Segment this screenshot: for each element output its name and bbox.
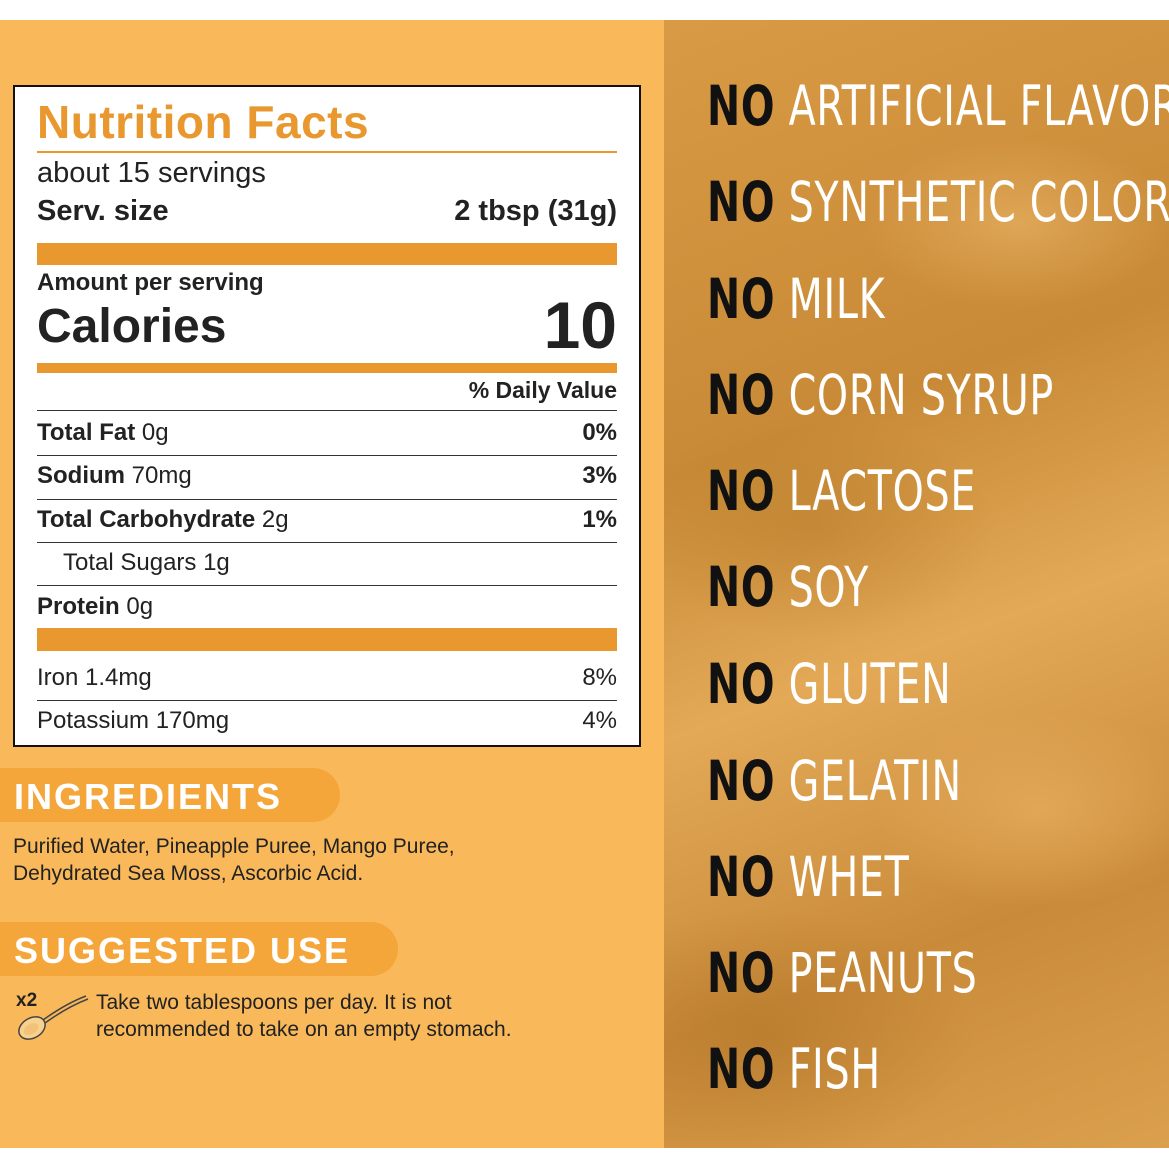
mineral-dv: 4% <box>582 707 617 734</box>
claim-prefix: NO <box>707 459 776 523</box>
calories-value: 10 <box>543 288 617 362</box>
claim-item: NO FISH <box>707 1037 881 1101</box>
ingredients-line: Purified Water, Pineapple Puree, Mango P… <box>13 835 455 858</box>
claim-text: ARTIFICIAL FLAVORS <box>788 74 1169 138</box>
ingredients-heading-pill: INGREDIENTS <box>0 768 340 822</box>
nutrient-row: Sodium 70mg <box>37 462 192 490</box>
mineral-label: Potassium 170mg <box>37 707 230 734</box>
claim-item: NO SOY <box>707 555 869 619</box>
claim-item: NO ARTIFICIAL FLAVORS <box>707 74 1169 138</box>
mineral-dv: 8% <box>582 664 617 691</box>
nutrient-row: Total Fat 0g <box>37 419 169 447</box>
right-panel <box>664 20 1169 1148</box>
claim-prefix: NO <box>707 267 776 331</box>
divider <box>37 585 617 586</box>
claim-text: SYNTHETIC COLORS <box>788 170 1169 234</box>
thick-divider <box>37 243 617 265</box>
divider <box>37 151 617 153</box>
claim-prefix: NO <box>707 74 776 138</box>
nutrient-dv: 3% <box>582 462 617 489</box>
suggested-use-line: recommended to take on an empty stomach. <box>96 1018 512 1041</box>
claim-item: NO GELATIN <box>707 749 962 813</box>
claim-prefix: NO <box>707 845 776 909</box>
sub-nutrient-row: Total Sugars 1g <box>63 549 230 576</box>
amount-per-serving-label: Amount per serving <box>37 269 264 296</box>
claim-prefix: NO <box>707 941 776 1005</box>
claim-prefix: NO <box>707 555 776 619</box>
multiplier-label: x2 <box>16 990 38 1011</box>
claim-prefix: NO <box>707 170 776 234</box>
serving-size-value: 2 tbsp (31g) <box>454 195 617 227</box>
claim-text: CORN SYRUP <box>788 363 1055 427</box>
nutrition-title: Nutrition Facts <box>37 96 370 148</box>
claim-item: NO CORN SYRUP <box>707 363 1054 427</box>
nutrient-amount: 2g <box>255 506 289 533</box>
divider <box>37 700 617 701</box>
suggested-use-heading: SUGGESTED USE <box>14 930 351 971</box>
claim-item: NO MILK <box>707 267 885 331</box>
claim-text: GELATIN <box>788 749 962 813</box>
claim-text: GLUTEN <box>788 652 952 716</box>
nutrient-name: Total Carbohydrate <box>37 506 256 533</box>
mineral-label: Iron 1.4mg <box>37 664 152 691</box>
spoon-icon <box>18 995 89 1040</box>
claim-text: WHET <box>788 845 910 909</box>
serving-size-label: Serv. size <box>37 195 169 227</box>
claim-text: MILK <box>788 267 886 331</box>
claim-item: NO SYNTHETIC COLORS <box>707 170 1169 234</box>
claim-item: NO LACTOSE <box>707 459 976 523</box>
claim-item: NO WHET <box>707 845 910 909</box>
nutrition-facts-label: Nutrition Facts about 15 servings Serv. … <box>13 85 641 747</box>
suggested-use-heading-pill: SUGGESTED USE <box>0 922 398 976</box>
nutrient-name: Total Fat <box>37 419 136 446</box>
daily-value-header: % Daily Value <box>468 377 617 403</box>
nutrient-dv: 0% <box>582 419 617 446</box>
ingredients-heading: INGREDIENTS <box>14 776 283 817</box>
claim-prefix: NO <box>707 652 776 716</box>
claim-item: NO PEANUTS <box>707 941 978 1005</box>
nutrient-name: Sodium <box>37 462 125 489</box>
calories-label: Calories <box>37 300 227 353</box>
nutrient-name: Protein <box>37 593 120 620</box>
ingredients-text: Purified Water, Pineapple Puree, Mango P… <box>13 833 455 887</box>
medium-divider <box>37 363 617 373</box>
suggested-use-line: Take two tablespoons per day. It is not <box>96 991 452 1014</box>
nutrient-amount: 0g <box>135 419 169 446</box>
nutrient-dv: 1% <box>582 506 617 533</box>
claim-prefix: NO <box>707 749 776 813</box>
thick-divider <box>37 628 617 651</box>
nutrient-amount: 0g <box>119 593 154 620</box>
suggested-use-text: Take two tablespoons per day. It is not … <box>96 989 512 1043</box>
claim-text: FISH <box>788 1037 881 1101</box>
claim-item: NO GLUTEN <box>707 652 951 716</box>
nutrient-row: Total Carbohydrate 2g <box>37 506 289 534</box>
claim-text: SOY <box>788 555 870 619</box>
claim-prefix: NO <box>707 363 776 427</box>
nutrient-row: Protein 0g <box>37 593 153 621</box>
divider <box>37 410 617 411</box>
claim-text: LACTOSE <box>788 459 977 523</box>
divider <box>37 542 617 543</box>
claim-prefix: NO <box>707 1037 776 1101</box>
divider <box>37 455 617 456</box>
divider <box>37 499 617 500</box>
servings-text: about 15 servings <box>37 157 266 189</box>
nutrient-amount: 70mg <box>125 462 192 489</box>
ingredients-line: Dehydrated Sea Moss, Ascorbic Acid. <box>13 862 364 885</box>
claim-text: PEANUTS <box>788 941 978 1005</box>
